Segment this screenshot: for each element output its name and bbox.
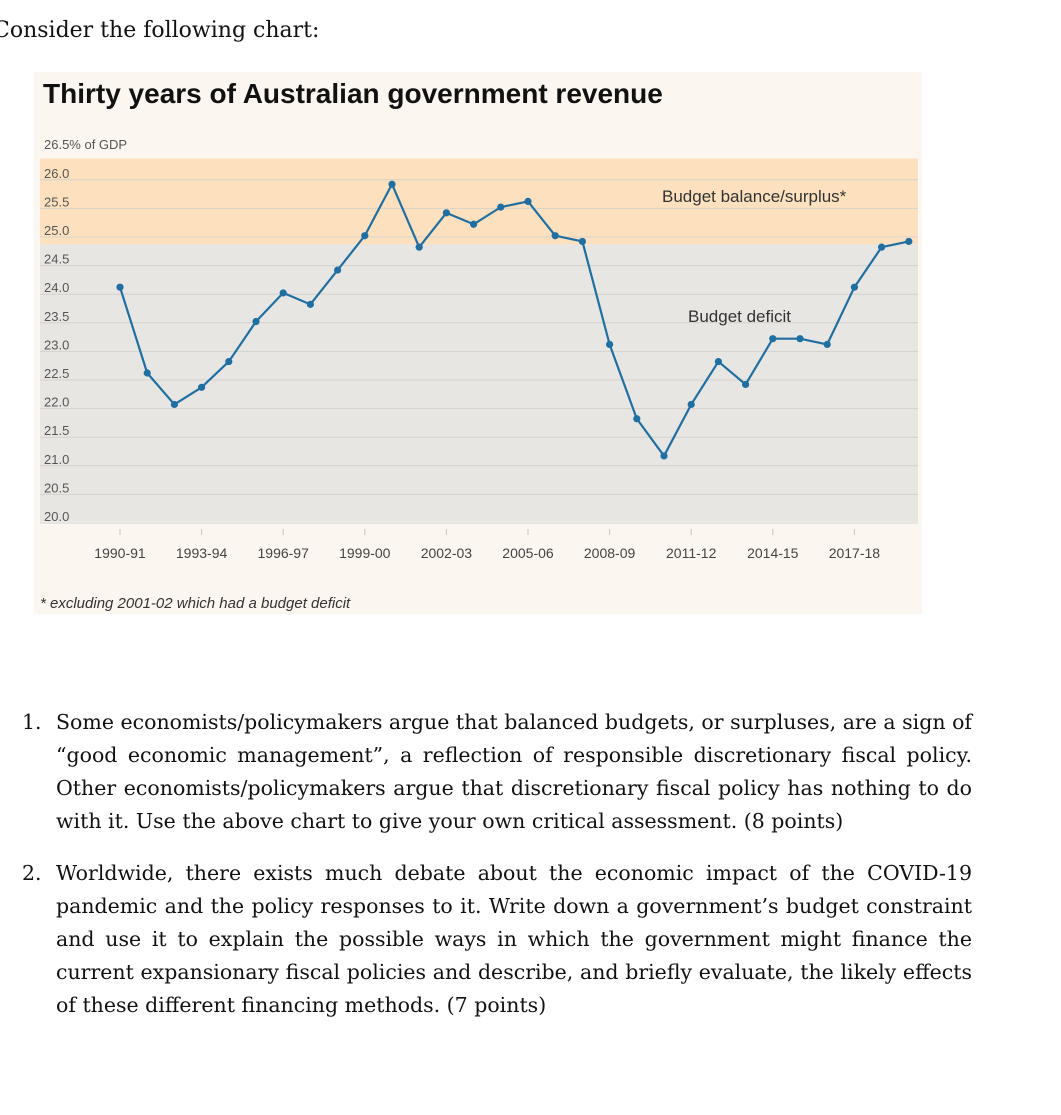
y-tick-label: 24.5: [44, 252, 69, 267]
data-point: [388, 180, 396, 188]
y-tick-label: 24.0: [44, 280, 69, 295]
revenue-line: [118, 183, 910, 458]
deficit-region-label: Budget deficit: [688, 307, 791, 326]
data-point: [497, 203, 505, 211]
deficit-region: [40, 244, 918, 522]
question-text: Worldwide, there exists much debate abou…: [56, 861, 972, 1017]
data-point: [442, 209, 450, 217]
data-point: [143, 369, 151, 377]
data-point: [470, 220, 478, 228]
y-tick-label: 21.0: [44, 452, 69, 467]
question-list: 1. Some economists/policymakers argue th…: [22, 706, 972, 1041]
y-tick-label: 25.0: [44, 223, 69, 238]
y-tick-label: 23.5: [44, 309, 69, 324]
data-point: [714, 357, 723, 366]
data-point: [742, 380, 750, 389]
x-tick-label: 2005-06: [502, 545, 554, 561]
data-point: [306, 300, 314, 308]
question-item: 2. Worldwide, there exists much debate a…: [22, 857, 972, 1022]
question-text: Some economists/policymakers argue that …: [56, 710, 972, 833]
x-tick-label: 2011-12: [666, 545, 717, 561]
data-point: [578, 237, 587, 246]
y-tick-label: 20.0: [44, 509, 69, 524]
chart-footnote: * excluding 2001-02 which had a budget d…: [40, 595, 351, 612]
data-point: [334, 266, 342, 274]
data-point: [633, 415, 641, 423]
question-item: 1. Some economists/policymakers argue th…: [22, 706, 972, 838]
y-tick-label: 25.5: [44, 194, 69, 209]
chart-title: Thirty years of Australian government re…: [43, 78, 663, 109]
x-tick-label: 2014-15: [747, 545, 799, 561]
data-point: [823, 340, 831, 348]
data-point: [905, 237, 913, 246]
data-point: [170, 400, 178, 409]
data-point: [225, 357, 233, 366]
x-tick-label: 2017-18: [829, 545, 881, 561]
y-tick-label: 23.0: [44, 337, 69, 352]
data-point: [606, 340, 614, 348]
data-point: [415, 243, 423, 251]
data-point: [660, 452, 668, 460]
y-tick-label: 22.0: [44, 395, 69, 410]
y-tick-label: 21.5: [44, 423, 69, 438]
data-point: [279, 289, 287, 297]
surplus-region-label: Budget balance/surplus*: [662, 187, 847, 206]
data-point: [769, 335, 777, 343]
y-tick-label: 20.5: [44, 480, 69, 495]
intro-text: Consider the following chart:: [0, 18, 320, 43]
x-tick-label: 1990-91: [94, 545, 146, 561]
data-point: [796, 335, 804, 343]
x-tick-label: 1999-00: [339, 545, 391, 561]
x-tick-label: 2002-03: [421, 545, 473, 561]
y-tick-label: 22.5: [44, 366, 69, 381]
x-tick-label: 1993-94: [176, 545, 228, 561]
data-point: [116, 283, 124, 291]
question-number: 1.: [22, 710, 42, 734]
data-point: [252, 317, 260, 326]
y-tick-label: 26.0: [44, 166, 69, 181]
data-point: [850, 283, 859, 291]
y-axis-label: 26.5% of GDP: [44, 137, 127, 152]
x-tick-label: 1996-97: [258, 545, 310, 561]
data-point: [198, 383, 206, 391]
data-point: [361, 232, 369, 240]
data-point: [878, 243, 886, 251]
data-point: [687, 400, 695, 409]
data-point: [551, 232, 559, 240]
data-point: [524, 197, 532, 205]
x-tick-label: 2008-09: [584, 545, 636, 561]
question-number: 2.: [22, 861, 42, 885]
